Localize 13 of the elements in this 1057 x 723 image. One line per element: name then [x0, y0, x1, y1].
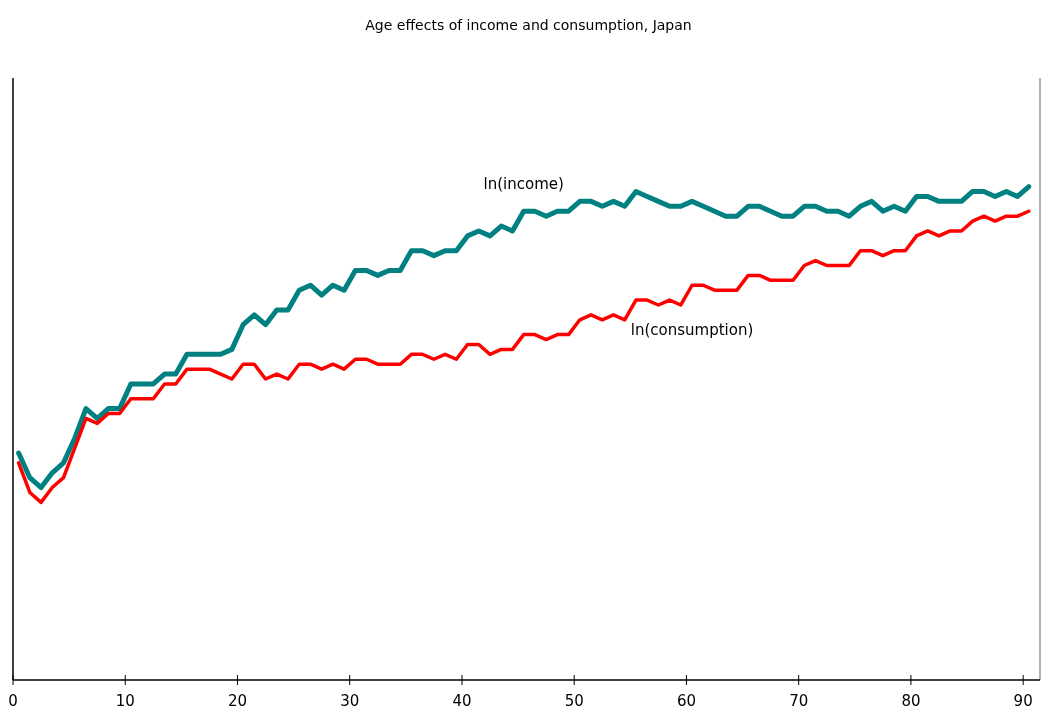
x-tick-label: 10 — [115, 692, 135, 710]
x-tick-label: 60 — [676, 692, 696, 710]
x-tick-label: 20 — [227, 692, 248, 710]
x-tick-label: 70 — [789, 692, 809, 710]
chart-title: Age effects of income and consumption, Japan — [365, 17, 692, 33]
x-tick-label: 30 — [340, 692, 360, 710]
x-tick-label: 50 — [564, 692, 584, 710]
x-tick-label: 40 — [452, 692, 472, 710]
series-label: ln(consumption) — [630, 321, 754, 340]
x-tick-label: 80 — [901, 692, 921, 710]
x-tick-label: 0 — [8, 692, 18, 710]
x-tick-label: 90 — [1013, 692, 1033, 710]
series-label: ln(income) — [483, 175, 564, 194]
